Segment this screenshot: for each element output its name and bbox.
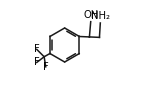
- Text: F: F: [34, 44, 40, 54]
- Text: NH₂: NH₂: [91, 11, 110, 21]
- Text: F: F: [43, 62, 49, 72]
- Text: F: F: [34, 57, 40, 67]
- Text: OH: OH: [84, 10, 99, 20]
